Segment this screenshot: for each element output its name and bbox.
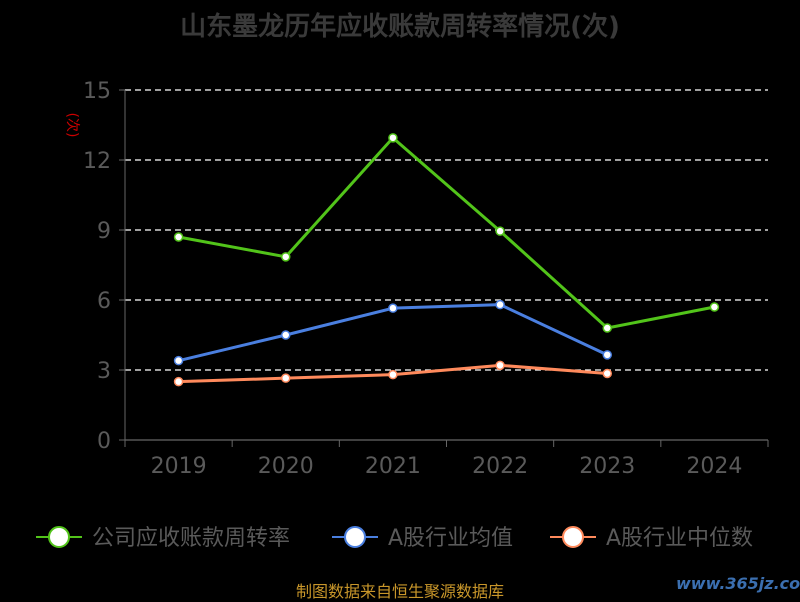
data-point [602, 368, 612, 379]
data-point [173, 376, 184, 387]
data-point [495, 360, 505, 371]
x-tick-label: 2020 [258, 454, 314, 479]
legend-label: A股行业中位数 [606, 526, 753, 551]
legend-marker [562, 526, 584, 548]
y-tick-label: 3 [97, 359, 111, 384]
source-note: 制图数据来自恒生聚源数据库 [295, 582, 504, 601]
data-point [281, 252, 291, 262]
legend-marker [344, 526, 366, 548]
x-tick-label: 2023 [579, 454, 635, 479]
data-point [173, 355, 184, 366]
x-tick-label: 2024 [686, 454, 742, 479]
y-tick-label: 12 [83, 149, 111, 174]
series-line [178, 303, 608, 363]
legend-label: 公司应收账款周转率 [92, 526, 290, 551]
legend-layer: 公司应收账款周转率 A股行业均值 A股行业中位数 [36, 526, 753, 551]
legend-label: A股行业均值 [388, 526, 513, 551]
data-point [495, 226, 505, 236]
watermark: www.365jz.com [676, 574, 800, 593]
data-point [709, 302, 720, 312]
x-tick-label: 2022 [472, 454, 528, 479]
data-point [281, 330, 291, 340]
x-tick-label: 2021 [365, 454, 421, 479]
y-axis-label: (次) [64, 113, 80, 138]
series-layer [173, 133, 720, 387]
data-point [602, 350, 612, 360]
axis-layer: 0 3 6 9 12 15 2019 2020 2021 2022 2023 2024 (次) [64, 79, 769, 479]
chart-title: 山东墨龙历年应收账款周转率情况(次) [180, 12, 620, 42]
series-line [178, 136, 715, 330]
x-tick-label: 2019 [151, 454, 207, 479]
y-tick-label: 9 [97, 219, 111, 244]
data-point [388, 133, 398, 143]
y-tick-label: 15 [83, 79, 111, 104]
data-point [602, 323, 612, 333]
data-point [281, 373, 291, 383]
y-tick-label: 0 [97, 429, 111, 454]
legend-marker [48, 526, 70, 548]
data-point [495, 299, 505, 310]
data-point [388, 303, 398, 313]
data-point [173, 232, 184, 242]
y-tick-label: 6 [97, 289, 111, 314]
data-point [388, 369, 398, 380]
grid-layer [125, 89, 768, 371]
